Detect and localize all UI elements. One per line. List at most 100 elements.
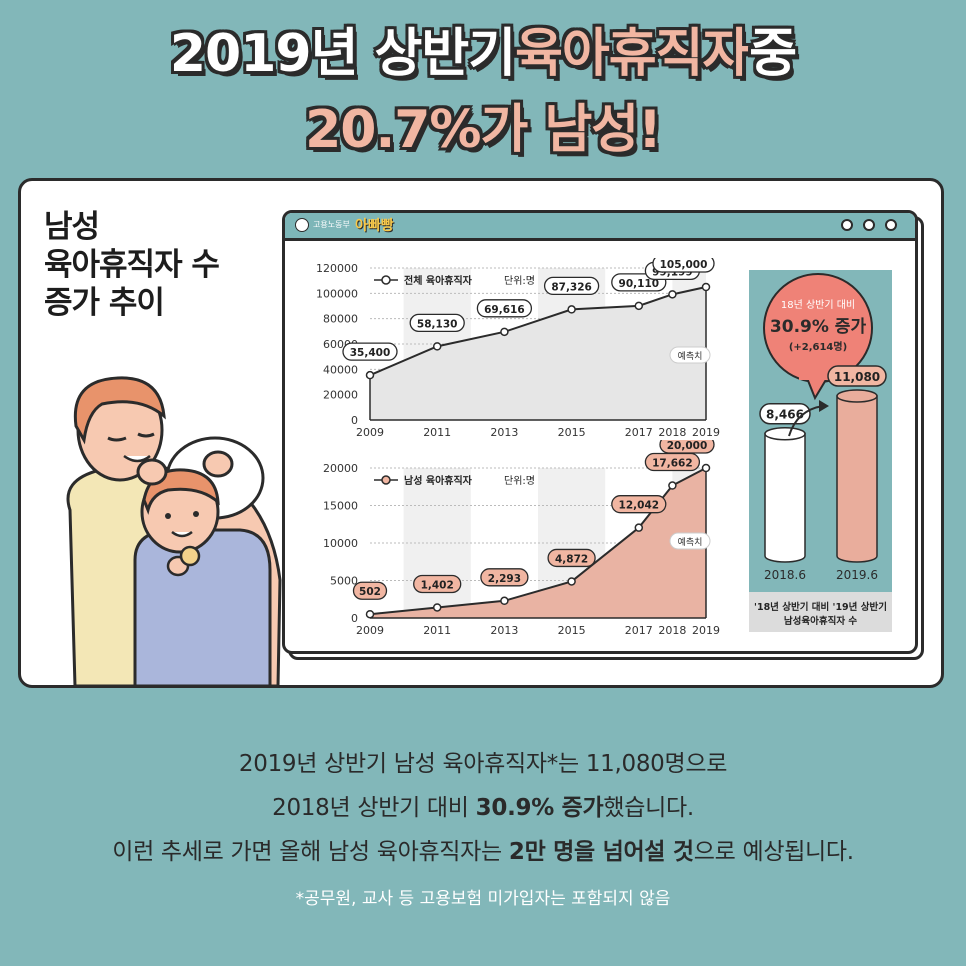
data-label: 87,326 [551, 281, 592, 293]
window-button-3[interactable] [885, 219, 897, 231]
data-label: 17,662 [652, 458, 693, 470]
comparison-footer-line1: '18년 상반기 대비 '19년 상반기 [754, 602, 887, 613]
bar-category-label: 2019.6 [836, 568, 878, 582]
data-label: 1,402 [421, 579, 454, 591]
body-line2-post: 했습니다. [603, 795, 694, 821]
data-point [432, 603, 442, 612]
legend-label: 전체 육아휴직자 [404, 274, 473, 287]
data-label-pill [413, 574, 462, 594]
column-band [403, 468, 471, 618]
side-title-line: 증가 추이 [44, 285, 165, 321]
data-label: 502 [359, 586, 381, 598]
legend-label: 남성 육아휴직자 [404, 474, 473, 487]
body-line3: 이런 추세로 가면 올해 남성 육아휴직자는 2만 명을 넘어설 것으로 예상됩… [0, 830, 966, 874]
headline-part1: 2019년 상반기 [169, 24, 516, 84]
data-point [365, 370, 375, 380]
y-tick-label: 20000 [323, 462, 358, 475]
total-leave-chart: 02000040000600008000010000012000035,4005… [316, 258, 720, 439]
bubble-line2: 30.9% 증가 [770, 317, 867, 337]
data-label: 20,000 [667, 440, 708, 452]
forecast-label: 예측치 [678, 536, 703, 548]
data-point [634, 523, 644, 532]
body-line2-bold: 30.9% 증가 [475, 795, 604, 821]
growth-arrow-line [788, 405, 824, 437]
bubble-line1: 18년 상반기 대비 [781, 299, 855, 311]
father-child-illustration [66, 376, 282, 686]
y-tick-label: 0 [351, 612, 358, 625]
data-label: 69,616 [484, 304, 525, 316]
data-label-pill [480, 568, 529, 587]
window-button-1[interactable] [841, 219, 853, 231]
data-point [365, 609, 375, 619]
data-label-pill [543, 276, 600, 296]
data-point [634, 301, 644, 311]
data-label: 2,293 [488, 573, 521, 585]
data-point [567, 577, 576, 586]
data-label: 12,042 [619, 500, 660, 512]
data-label-pill [659, 440, 715, 454]
bar-value-pill [827, 365, 887, 387]
data-label-pill [352, 581, 388, 600]
data-point [701, 282, 711, 292]
data-point [701, 463, 711, 473]
x-tick-label: 2018 [658, 624, 686, 636]
x-tick-label: 2013 [490, 624, 518, 636]
side-title-line: 육아휴직자 수 [44, 247, 220, 283]
headline-line1: 2019년 상반기 육아휴직자 중 [0, 24, 966, 84]
body-text: 2019년 상반기 남성 육아휴직자*는 11,080명으로 2018년 상반기… [0, 742, 966, 874]
y-tick-label: 100000 [316, 287, 358, 300]
y-tick-label: 15000 [323, 500, 358, 513]
brand-label: 아빠빵 [355, 218, 394, 234]
x-tick-label: 2019 [692, 624, 720, 636]
bar-value-label: 8,466 [766, 408, 804, 422]
cylinder-bar [764, 432, 806, 563]
comparison-footer: '18년 상반기 대비 '19년 상반기 남성육아휴직자 수 [749, 592, 892, 632]
x-tick-label: 2019 [692, 426, 720, 439]
legend-marker [381, 275, 391, 285]
side-title: 남성 육아휴직자 수 증가 추이 [44, 208, 220, 322]
window-button-2[interactable] [863, 219, 875, 231]
data-point [500, 327, 509, 337]
forecast-pill [669, 532, 711, 550]
x-tick-label: 2015 [558, 426, 586, 439]
data-label-pill [409, 313, 465, 333]
legend-marker [381, 475, 391, 485]
y-tick-label: 120000 [316, 262, 358, 275]
footnote: *공무원, 교사 등 고용보험 미가입자는 포함되지 않음 [295, 889, 671, 909]
data-label: 35,400 [350, 347, 391, 359]
data-point [668, 290, 677, 299]
headline-line2: 20.7%가 남성! [0, 100, 966, 160]
x-tick-label: 2018 [658, 426, 686, 439]
body-line3-pre: 이런 추세로 가면 올해 남성 육아휴직자는 [112, 839, 509, 865]
side-title-line: 남성 [44, 209, 100, 245]
body-line3-post: 으로 예상됩니다. [693, 839, 854, 865]
body-line2: 2018년 상반기 대비 30.9% 증가했습니다. [0, 786, 966, 830]
headline-part3: 중 [749, 24, 797, 84]
x-tick-label: 2013 [490, 426, 518, 439]
comparison-footer-line2: 남성육아휴직자 수 [783, 616, 858, 627]
x-tick-label: 2015 [558, 624, 586, 636]
y-tick-label: 80000 [323, 313, 358, 326]
bar-value-label: 11,080 [834, 370, 880, 384]
series-area [370, 287, 706, 420]
data-label: 4,872 [555, 553, 588, 565]
data-label-pill [652, 258, 715, 273]
cylinder-bar [836, 395, 878, 563]
x-tick-label: 2009 [356, 426, 384, 439]
body-line1: 2019년 상반기 남성 육아휴직자*는 11,080명으로 [238, 751, 728, 777]
data-label-pill [547, 548, 596, 568]
unit-label: 단위:명 [504, 474, 535, 487]
data-point [432, 342, 442, 351]
data-label: 105,000 [660, 259, 708, 271]
data-label: 90,110 [619, 278, 660, 290]
data-label: 58,130 [417, 318, 458, 330]
male-leave-chart: 0 5000 10000 15000 20000 502 1,402 2,293 4,872 12… [323, 440, 720, 636]
y-tick-label: 10000 [323, 537, 358, 550]
data-point [668, 481, 677, 490]
bubble-tail-cover [799, 374, 835, 380]
y-tick-label: 40000 [323, 363, 358, 376]
data-label-pill [476, 299, 533, 318]
data-point [567, 305, 576, 314]
y-tick-label: 0 [351, 414, 358, 427]
bar-category-label: 2018.6 [764, 568, 806, 582]
